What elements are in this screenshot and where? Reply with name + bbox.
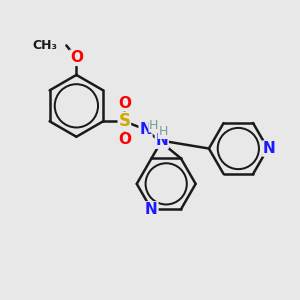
Text: S: S: [118, 112, 130, 130]
Text: N: N: [145, 202, 158, 217]
Text: O: O: [118, 132, 131, 147]
Text: O: O: [70, 50, 83, 65]
Text: N: N: [139, 122, 152, 137]
Text: O: O: [118, 95, 131, 110]
Text: H: H: [159, 125, 168, 138]
Text: N: N: [263, 141, 276, 156]
Text: H: H: [149, 119, 158, 132]
Text: N: N: [155, 133, 168, 148]
Text: CH₃: CH₃: [32, 39, 58, 52]
